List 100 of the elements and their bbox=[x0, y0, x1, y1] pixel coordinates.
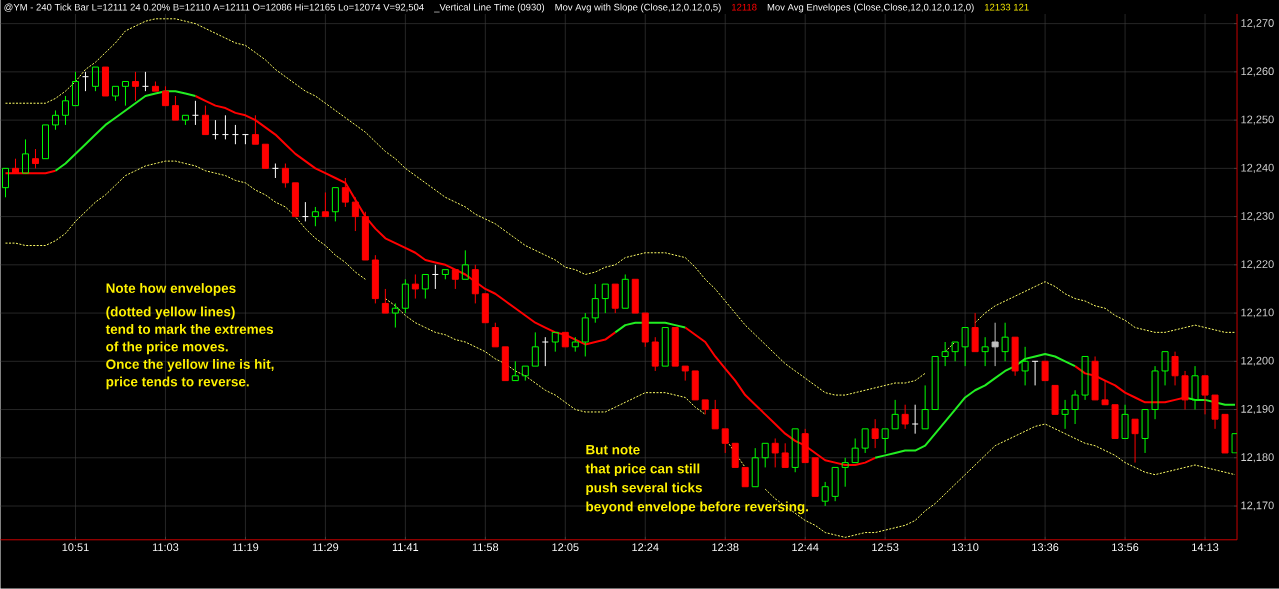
candlestick bbox=[201, 105, 209, 136]
candlestick bbox=[1011, 336, 1019, 377]
candlestick bbox=[881, 428, 889, 454]
y-tick-label: 12,210 bbox=[1241, 308, 1274, 318]
x-tick-label: 10:51 bbox=[62, 543, 89, 552]
candlestick bbox=[551, 331, 559, 353]
candlestick bbox=[841, 457, 849, 488]
x-tick-label: 12:44 bbox=[792, 543, 819, 552]
candlestick bbox=[351, 196, 359, 232]
annotation: tend to mark the extremes bbox=[105, 324, 274, 335]
x-tick-label: 11:19 bbox=[232, 543, 259, 552]
annotation: (dotted yellow lines) bbox=[106, 306, 235, 320]
candlestick bbox=[941, 341, 949, 367]
x-tick-label: 14:13 bbox=[1192, 543, 1219, 552]
candlestick bbox=[1021, 346, 1029, 387]
y-tick-label: 12,220 bbox=[1241, 260, 1274, 270]
x-tick-label: 12:24 bbox=[632, 543, 659, 552]
candlestick bbox=[1031, 360, 1039, 387]
candlestick bbox=[681, 365, 689, 382]
candlestick bbox=[331, 187, 339, 223]
text: _Vertical Line Time (0930) bbox=[434, 3, 545, 13]
candlestick bbox=[161, 85, 169, 107]
candlestick bbox=[61, 95, 69, 126]
candlestick bbox=[1081, 356, 1089, 401]
x-tick-label: 13:36 bbox=[1032, 543, 1059, 552]
annotation: Note how envelopes bbox=[106, 283, 236, 296]
candlestick bbox=[901, 404, 909, 430]
y-tick-label: 12,250 bbox=[1241, 115, 1274, 125]
candlestick bbox=[411, 274, 419, 300]
y-tick-label: 12,170 bbox=[1241, 501, 1274, 511]
candlestick bbox=[301, 201, 309, 223]
candlestick bbox=[751, 447, 759, 488]
y-tick-label: 12,240 bbox=[1241, 163, 1274, 173]
candlestick bbox=[471, 264, 479, 305]
candlestick bbox=[281, 163, 289, 189]
y-tick-label: 12,190 bbox=[1241, 405, 1274, 415]
annotation: Once the yellow line is hit, bbox=[106, 359, 274, 372]
candlestick bbox=[871, 418, 879, 449]
candlestick bbox=[461, 249, 469, 280]
candlestick bbox=[991, 322, 999, 367]
candlestick bbox=[22, 139, 29, 174]
candlestick bbox=[431, 264, 439, 290]
candlestick bbox=[321, 192, 329, 218]
candlestick bbox=[721, 428, 729, 454]
candlestick bbox=[171, 95, 179, 121]
x-tick-label: 11:29 bbox=[312, 543, 339, 552]
candlestick bbox=[911, 404, 919, 435]
candlestick bbox=[1131, 418, 1139, 464]
candlestick bbox=[251, 114, 259, 145]
candlestick bbox=[891, 399, 899, 430]
candlestick bbox=[381, 288, 389, 314]
y-tick-label: 12,260 bbox=[1241, 67, 1274, 77]
x-tick-label: 12:05 bbox=[552, 543, 579, 552]
candlestick bbox=[451, 269, 459, 290]
candlestick bbox=[511, 360, 519, 382]
candlestick bbox=[521, 365, 529, 382]
text: 12118 bbox=[732, 3, 757, 11]
candlestick bbox=[51, 110, 59, 131]
candlestick bbox=[711, 399, 719, 430]
candlestick bbox=[1061, 399, 1069, 430]
candlestick bbox=[2, 167, 9, 198]
candlestick bbox=[131, 71, 139, 102]
annotation: But note bbox=[586, 445, 640, 455]
y-tick-label: 12,270 bbox=[1241, 19, 1274, 29]
candlestick bbox=[971, 312, 979, 353]
candlestick bbox=[771, 438, 779, 469]
candlestick bbox=[81, 71, 89, 92]
candlestick bbox=[1101, 380, 1109, 406]
annotation: push several ticks bbox=[586, 482, 702, 496]
candlestick bbox=[981, 336, 989, 367]
candlestick bbox=[591, 283, 599, 324]
candlestick bbox=[1211, 394, 1219, 430]
candlestick bbox=[601, 283, 609, 314]
text: Mov Avg with Slope (Close,12,0.12,0,5) bbox=[555, 3, 721, 13]
candlestick bbox=[1201, 375, 1209, 415]
candlestick bbox=[761, 442, 769, 469]
candlestick bbox=[221, 114, 229, 141]
candlestick bbox=[12, 158, 19, 174]
y-tick-label: 12,180 bbox=[1241, 453, 1274, 463]
y-tick-label: 12,200 bbox=[1241, 356, 1274, 366]
text: Mov Avg Envelopes (Close,Close,12,0.12,0.12,0) bbox=[767, 3, 974, 13]
candlestick bbox=[1171, 351, 1179, 387]
chart-title: @YM - 240 Tick Bar L=12111 24 0.20% B=12110 A=12111 O=12086 Hi=12165 Lo=12074 V=92,504 bbox=[4, 3, 424, 12]
x-tick-label: 11:41 bbox=[392, 543, 419, 551]
x-tick-label: 13:56 bbox=[1112, 543, 1139, 552]
text: 12133 121 bbox=[984, 3, 1029, 11]
candlestick bbox=[211, 119, 219, 141]
candlestick bbox=[271, 163, 279, 179]
candlestick bbox=[421, 274, 429, 300]
candlestick bbox=[1071, 389, 1079, 425]
candlestick bbox=[531, 331, 539, 367]
candlestick bbox=[231, 124, 239, 145]
annotation: beyond envelope before reversing. bbox=[586, 501, 809, 515]
x-tick-label: 11:58 bbox=[472, 543, 499, 552]
x-tick-label: 11:03 bbox=[152, 543, 179, 552]
candlestick bbox=[961, 327, 969, 367]
annotation: of the price moves. bbox=[106, 341, 228, 355]
candlestick bbox=[541, 336, 549, 367]
candlestick bbox=[391, 303, 399, 329]
candlestick bbox=[921, 385, 929, 430]
